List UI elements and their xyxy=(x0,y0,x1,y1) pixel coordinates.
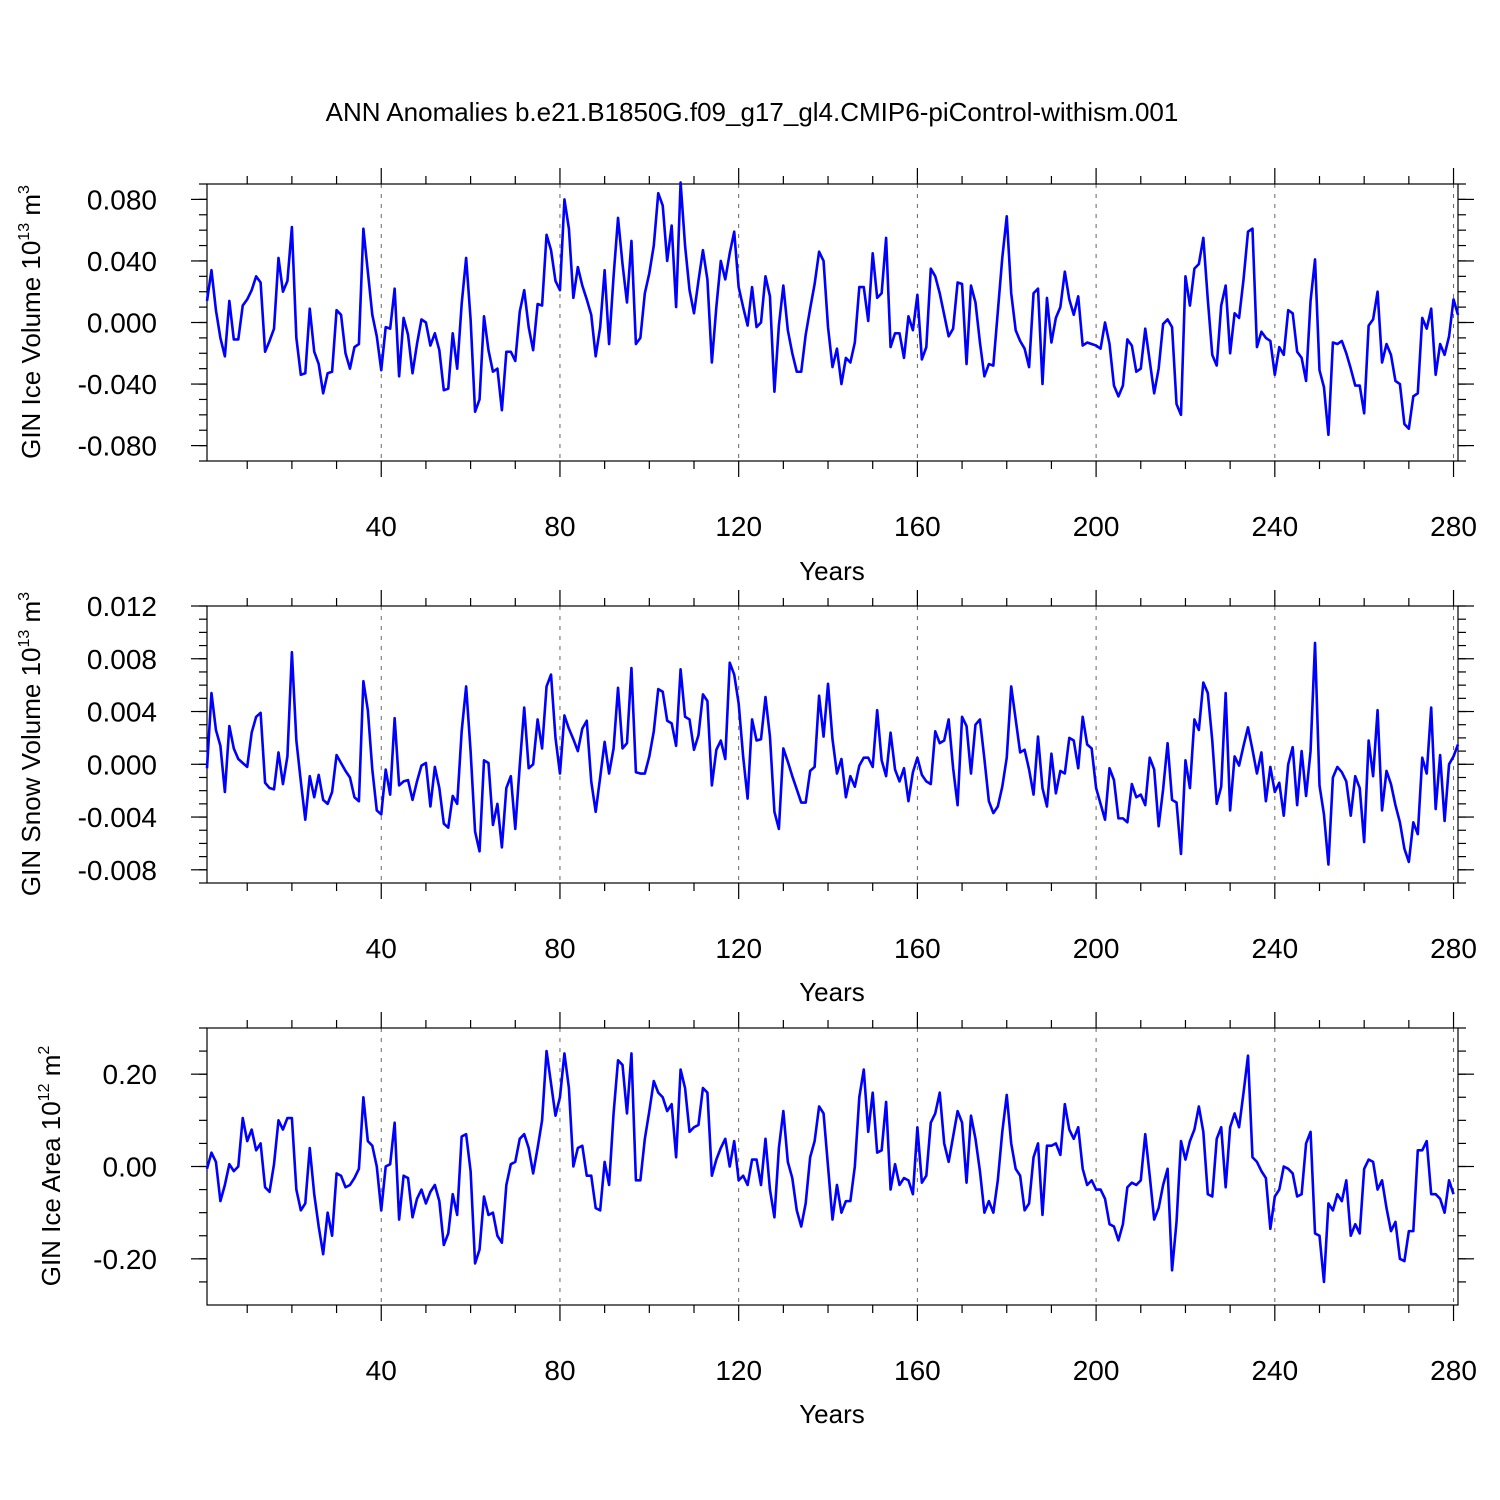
x-tick-label: 120 xyxy=(715,1355,762,1386)
panel-ice-area: Years GIN Ice Area 1012 m2 40 80 120 160 200… xyxy=(36,1012,1477,1429)
x-axis-title: Years xyxy=(799,1399,865,1429)
x-tick-label: 40 xyxy=(366,511,397,542)
x-tick-label: 240 xyxy=(1251,511,1298,542)
x-axis-title: Years xyxy=(799,556,865,586)
y-tick-label: 0.012 xyxy=(87,591,157,622)
plot-frame xyxy=(206,183,1459,462)
y-tick-label: -0.004 xyxy=(78,802,157,833)
panel-ice-volume: Years GIN Ice Volume 1013 m3 40 80 120 160 2… xyxy=(16,168,1477,586)
y-tick-label: 0.008 xyxy=(87,644,157,675)
x-tick-label: 160 xyxy=(894,1355,941,1386)
panel-snow-volume: Years GIN Snow Volume 1013 m3 40 80 120 160… xyxy=(16,590,1477,1007)
x-tick-label: 80 xyxy=(544,1355,575,1386)
x-tick-label: 80 xyxy=(544,511,575,542)
data-series-line xyxy=(205,181,1460,437)
x-tick-label: 40 xyxy=(366,933,397,964)
y-axis-title: GIN Snow Volume 1013 m3 xyxy=(16,592,46,896)
x-tick-label: 280 xyxy=(1430,1355,1477,1386)
x-tick-label: 240 xyxy=(1251,1355,1298,1386)
x-tick-label: 120 xyxy=(715,933,762,964)
data-series-line xyxy=(205,1049,1455,1284)
y-tick-label: -0.008 xyxy=(78,855,157,886)
y-tick-label: 0.040 xyxy=(87,246,157,277)
x-tick-label: 280 xyxy=(1430,511,1477,542)
x-tick-label: 200 xyxy=(1073,1355,1120,1386)
x-tick-label: 240 xyxy=(1251,933,1298,964)
y-tick-label: 0.000 xyxy=(87,749,157,780)
x-tick-label: 120 xyxy=(715,511,762,542)
data-series-line xyxy=(205,641,1460,866)
x-axis-title: Years xyxy=(799,977,865,1007)
y-tick-label: 0.080 xyxy=(87,184,157,215)
x-tick-label: 200 xyxy=(1073,511,1120,542)
x-tick-label: 40 xyxy=(366,1355,397,1386)
plot-frame xyxy=(206,1027,1459,1306)
y-tick-label: 0.004 xyxy=(87,697,157,728)
y-tick-label: -0.040 xyxy=(78,369,157,400)
y-axis-title: GIN Ice Volume 1013 m3 xyxy=(16,185,46,459)
y-tick-label: -0.20 xyxy=(93,1244,157,1275)
y-tick-label: 0.000 xyxy=(87,308,157,339)
y-tick-label: 0.00 xyxy=(103,1152,158,1183)
y-tick-label: -0.080 xyxy=(78,431,157,462)
x-tick-label: 160 xyxy=(894,511,941,542)
x-tick-label: 160 xyxy=(894,933,941,964)
y-axis-title: GIN Ice Area 1012 m2 xyxy=(36,1046,66,1287)
x-tick-label: 280 xyxy=(1430,933,1477,964)
x-tick-label: 200 xyxy=(1073,933,1120,964)
figure-title: ANN Anomalies b.e21.B1850G.f09_g17_gl4.C… xyxy=(326,97,1179,127)
y-tick-label: 0.20 xyxy=(103,1059,158,1090)
x-tick-label: 80 xyxy=(544,933,575,964)
